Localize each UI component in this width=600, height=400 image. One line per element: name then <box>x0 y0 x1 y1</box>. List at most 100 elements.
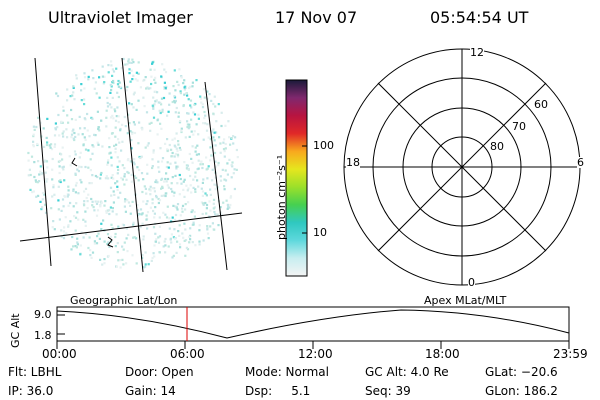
emission-pixel <box>146 163 149 166</box>
emission-pixel <box>35 125 38 129</box>
emission-pixel <box>129 80 132 83</box>
emission-pixel <box>118 141 121 144</box>
emission-pixel <box>157 101 160 104</box>
emission-pixel <box>33 175 36 179</box>
emission-pixel <box>109 235 113 238</box>
emission-pixel <box>67 121 70 124</box>
emission-pixel <box>209 188 212 191</box>
emission-pixel <box>164 87 167 90</box>
emission-pixel <box>73 131 76 135</box>
emission-pixel <box>105 210 108 213</box>
emission-pixel <box>96 141 99 144</box>
emission-pixel <box>133 236 136 239</box>
emission-pixel <box>214 213 217 216</box>
emission-pixel <box>83 200 86 203</box>
emission-pixel <box>29 173 32 177</box>
mlt-label-6: 6 <box>577 156 584 169</box>
emission-pixel <box>107 159 110 162</box>
emission-pixel <box>36 181 39 184</box>
emission-pixel <box>151 61 154 64</box>
emission-pixel <box>205 194 208 197</box>
emission-pixel <box>201 181 204 184</box>
emission-pixel <box>180 182 183 185</box>
emission-pixel <box>131 254 134 257</box>
emission-pixel <box>28 168 31 171</box>
emission-pixel <box>223 150 226 153</box>
emission-pixel <box>56 126 59 129</box>
timeline-y-min: 1.8 <box>34 329 52 342</box>
emission-pixel <box>199 97 203 100</box>
emission-pixel <box>44 203 47 206</box>
emission-pixel <box>119 266 122 269</box>
emission-pixel <box>151 256 154 260</box>
emission-pixel <box>32 143 35 147</box>
emission-pixel <box>213 183 216 186</box>
emission-pixel <box>220 213 224 216</box>
emission-pixel <box>107 177 110 180</box>
emission-pixel <box>170 182 173 185</box>
emission-pixel <box>173 99 176 103</box>
emission-pixel <box>184 208 187 211</box>
emission-pixel <box>99 173 102 176</box>
emission-pixel <box>173 228 176 231</box>
emission-pixel <box>96 110 99 113</box>
emission-pixel <box>53 143 57 146</box>
emission-pixel <box>211 154 215 157</box>
emission-pixel <box>116 172 119 175</box>
emission-pixel <box>174 213 178 217</box>
emission-pixel <box>123 175 126 178</box>
emission-pixel <box>206 177 209 180</box>
emission-pixel <box>103 240 106 243</box>
emission-pixel <box>129 130 132 133</box>
emission-pixel <box>72 128 75 131</box>
emission-pixel <box>66 99 69 102</box>
emission-pixel <box>73 215 76 218</box>
emission-pixel <box>72 205 75 208</box>
emission-pixel <box>163 68 166 71</box>
timeline-frame <box>56 306 570 342</box>
emission-pixel <box>124 125 127 128</box>
emission-pixel <box>56 94 60 98</box>
emission-pixel <box>193 215 196 218</box>
emission-pixel <box>115 265 118 268</box>
emission-pixel <box>129 204 132 207</box>
emission-pixel <box>177 143 180 146</box>
emission-pixel <box>179 92 182 95</box>
emission-pixel <box>177 111 180 114</box>
emission-pixel <box>219 206 222 209</box>
emission-pixel <box>183 79 186 82</box>
emission-pixel <box>115 143 118 146</box>
emission-pixel <box>84 224 87 227</box>
emission-pixel <box>197 185 200 188</box>
emission-pixel <box>31 191 34 194</box>
emission-pixel <box>224 147 227 150</box>
emission-pixel <box>111 68 114 71</box>
emission-pixel <box>84 148 88 151</box>
emission-pixel <box>30 155 34 158</box>
emission-pixel <box>139 156 142 160</box>
emission-pixel <box>135 71 138 74</box>
emission-pixel <box>125 237 128 240</box>
emission-pixel <box>141 190 144 194</box>
emission-pixel <box>57 160 60 163</box>
emission-pixel <box>125 227 128 230</box>
emission-pixel <box>151 198 154 201</box>
emission-pixel <box>228 158 231 161</box>
emission-pixel <box>105 175 108 178</box>
emission-pixel <box>207 136 210 139</box>
emission-pixel <box>235 148 238 152</box>
emission-pixel <box>174 161 177 164</box>
emission-pixel <box>127 201 130 204</box>
timeline-x-label-1200: 12:00 <box>298 347 333 361</box>
emission-pixel <box>201 202 205 205</box>
emission-pixel <box>106 101 109 105</box>
emission-pixel <box>113 144 116 147</box>
colorbar-tick-label-10: 10 <box>313 226 327 239</box>
emission-pixel <box>205 203 209 207</box>
emission-pixel <box>101 65 104 68</box>
emission-pixel <box>190 210 193 214</box>
emission-pixel <box>108 245 111 248</box>
emission-pixel <box>103 262 106 265</box>
emission-pixel <box>116 251 119 254</box>
emission-pixel <box>192 186 195 189</box>
